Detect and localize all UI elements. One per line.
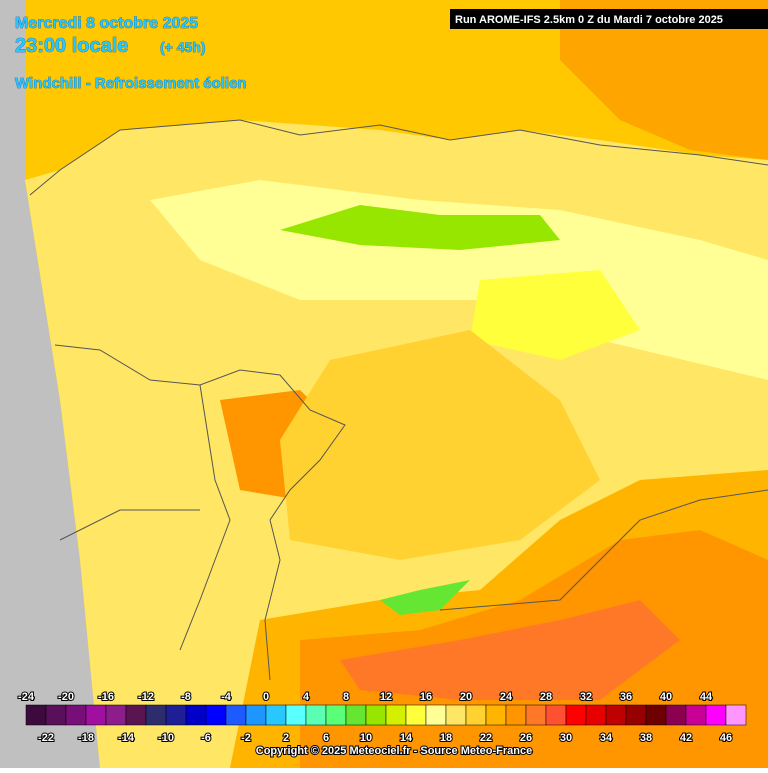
legend-label: 16 (420, 691, 432, 703)
legend-label: -12 (138, 691, 154, 703)
legend-swatch (505, 704, 527, 726)
legend-swatch (405, 704, 427, 726)
legend-label: 36 (620, 691, 632, 703)
legend-label: -16 (98, 691, 114, 703)
cold-peaks (280, 205, 560, 250)
legend-swatch (645, 704, 667, 726)
legend-swatch (425, 704, 447, 726)
legend-label: -18 (78, 732, 94, 744)
legend-swatch (525, 704, 547, 726)
legend-label: 8 (343, 691, 349, 703)
legend-label: 26 (520, 732, 532, 744)
legend-swatch (385, 704, 407, 726)
hot-zone (340, 600, 680, 700)
legend-label: -10 (158, 732, 174, 744)
legend-label: 42 (680, 732, 692, 744)
legend-label: 28 (540, 691, 552, 703)
legend-swatch (605, 704, 627, 726)
run-banner (450, 9, 768, 29)
legend-label: 24 (500, 691, 513, 703)
legend-label: 22 (480, 732, 492, 744)
legend-swatch (285, 704, 307, 726)
legend-label: -2 (241, 732, 251, 744)
legend-swatch (165, 704, 187, 726)
legend-swatch (245, 704, 267, 726)
legend-swatch (565, 704, 587, 726)
legend-swatch (345, 704, 367, 726)
legend-label: 18 (440, 732, 452, 744)
legend-label: 34 (600, 732, 613, 744)
legend-swatch (725, 704, 747, 726)
central-plain (280, 330, 600, 560)
legend-swatch (65, 704, 87, 726)
legend-swatch (185, 704, 207, 726)
legend-label: -14 (118, 732, 135, 744)
legend-swatch (625, 704, 647, 726)
legend: -24-22-20-18-16-14-12-10-8-6-4-202468101… (17, 690, 747, 745)
legend-label: 2 (283, 732, 289, 744)
legend-swatch (145, 704, 167, 726)
legend-swatch (105, 704, 127, 726)
legend-label: -4 (221, 691, 232, 703)
parameter: Windchill - Refroissement éolien (15, 75, 247, 92)
legend-label: 14 (400, 732, 413, 744)
legend-label: 12 (380, 691, 392, 703)
ridge (380, 580, 470, 615)
legend-swatch (365, 704, 387, 726)
time: 23:00 locale (15, 35, 128, 57)
legend-label: 0 (263, 691, 269, 703)
legend-swatch (445, 704, 467, 726)
legend-label: 6 (323, 732, 329, 744)
legend-label: -8 (181, 691, 191, 703)
legend-label: 32 (580, 691, 592, 703)
legend-label: 40 (660, 691, 672, 703)
legend-swatch (665, 704, 687, 726)
plateau (470, 270, 640, 360)
legend-swatch (85, 704, 107, 726)
legend-label: 4 (303, 691, 310, 703)
legend-swatch (685, 704, 707, 726)
legend-swatch (125, 704, 147, 726)
legend-label: -20 (58, 691, 74, 703)
legend-label: -24 (18, 691, 35, 703)
legend-swatch (205, 704, 227, 726)
sea-warm (560, 0, 768, 160)
legend-swatch (465, 704, 487, 726)
legend-label: 20 (460, 691, 472, 703)
legend-swatch (705, 704, 727, 726)
legend-label: 38 (640, 732, 652, 744)
legend-swatch (325, 704, 347, 726)
legend-swatch (225, 704, 247, 726)
legend-label: -22 (38, 732, 54, 744)
borders (29, 119, 768, 681)
legend-swatch (545, 704, 567, 726)
legend-swatch (585, 704, 607, 726)
legend-label: 44 (700, 691, 713, 703)
legend-swatch (265, 704, 287, 726)
date: Mercredi 8 octobre 2025 (15, 15, 198, 32)
legend-label: 30 (560, 732, 572, 744)
legend-swatch (45, 704, 67, 726)
legend-label: -6 (201, 732, 211, 744)
lead-time: (+ 45h) (160, 39, 206, 55)
legend-label: 46 (720, 732, 732, 744)
legend-swatch (485, 704, 507, 726)
legend-swatch (305, 704, 327, 726)
legend-label: 10 (360, 732, 372, 744)
outside-domain (0, 0, 100, 768)
run-info: Run AROME-IFS 2.5km 0 Z du Mardi 7 octob… (455, 14, 723, 26)
legend-swatch (25, 704, 47, 726)
copyright: Copyright © 2025 Meteociel.fr - Source M… (256, 745, 532, 757)
